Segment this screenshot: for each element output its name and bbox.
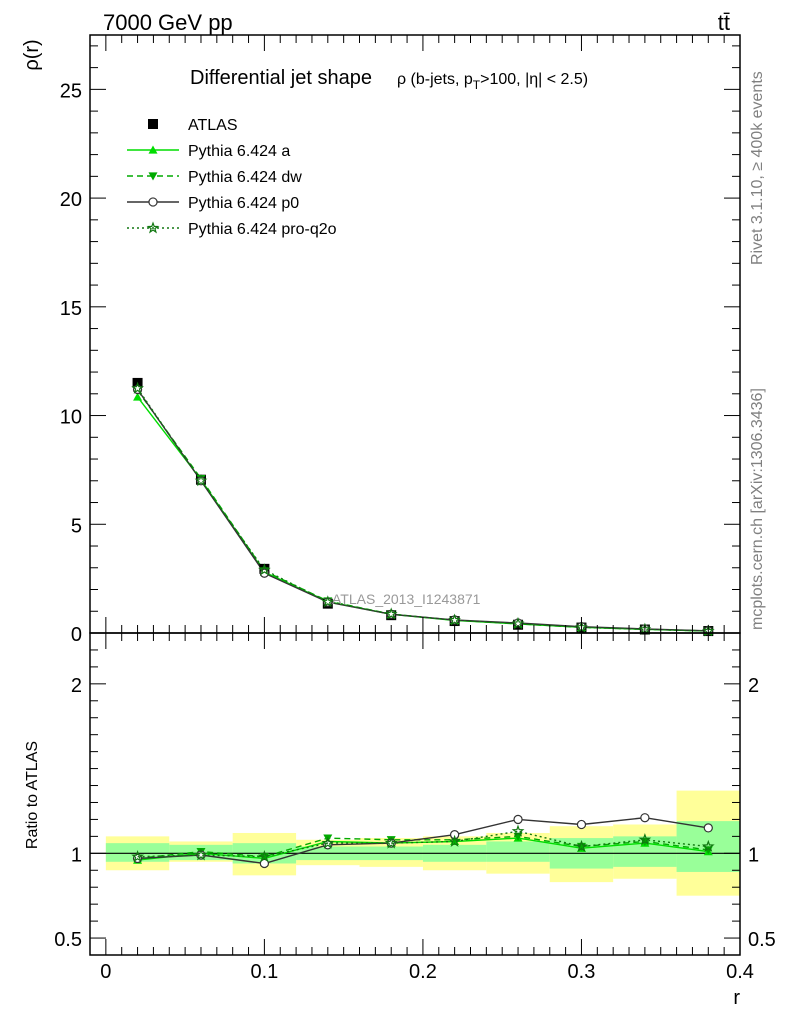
main-point xyxy=(133,392,143,401)
mcplots-label: mcplots.cern.ch [arXiv:1306.3436] xyxy=(749,388,766,630)
ratio-series-line xyxy=(137,835,709,860)
legend-marker xyxy=(146,221,160,234)
ratio-point xyxy=(257,850,271,863)
main-point xyxy=(194,474,208,487)
main-ytick-label: 5 xyxy=(71,515,82,537)
main-ytick-label: 15 xyxy=(60,298,82,320)
ratio-xtick-label: 0 xyxy=(100,961,111,983)
ratio-xtick-label: 0.4 xyxy=(726,961,754,983)
rivet-label: Rivet 3.1.10, ≥ 400k events xyxy=(749,71,766,265)
ratio-series-line xyxy=(137,830,709,858)
ratio-point xyxy=(638,833,652,846)
main-point xyxy=(258,563,271,576)
legend-label: Pythia 6.424 p0 xyxy=(188,195,299,212)
legend-label: Pythia 6.424 pro-q2o xyxy=(188,221,337,238)
main-ytick-label: 10 xyxy=(60,407,82,429)
header-right: tt̄ xyxy=(718,10,730,35)
ratio-ytick-label-right: 1 xyxy=(748,844,759,866)
main-point xyxy=(384,607,398,620)
ratio-point xyxy=(513,814,523,825)
ratio-xlabel: r xyxy=(733,987,740,1009)
ratio-ytick-label-right: 0.5 xyxy=(748,929,776,951)
ratio-point xyxy=(194,848,208,861)
ratio-point xyxy=(576,819,587,830)
ratio-ytick-label: 2 xyxy=(71,675,82,697)
ratio-point xyxy=(321,836,335,849)
ratio-point xyxy=(703,823,713,833)
ratio-xtick-label: 0.2 xyxy=(409,961,437,983)
ratio-point xyxy=(384,836,398,849)
main-title: Differential jet shape xyxy=(190,67,372,89)
ratio-ylabel: Ratio to ATLAS xyxy=(24,741,41,849)
ratio-point xyxy=(448,834,461,847)
header-left: 7000 GeV pp xyxy=(103,10,233,35)
ratio-plot-panel: 0.5 0.5 1 1 2 2 0 0.1 0.2 0.3 0.4 Ratio to ATLAS r xyxy=(24,632,776,1009)
legend-marker xyxy=(148,197,158,207)
legend-marker xyxy=(148,172,158,181)
ratio-point xyxy=(701,839,715,852)
ratio-point xyxy=(575,839,588,852)
ratio-point xyxy=(640,813,650,823)
ratio-frame xyxy=(89,632,741,956)
ratio-point xyxy=(449,830,460,840)
main-ylabel: ρ(r) xyxy=(21,39,43,70)
legend: ATLAS Pythia 6.424 a Pythia 6.424 dw Pythia… xyxy=(127,117,337,238)
ratio-ytick-label: 0.5 xyxy=(54,929,82,951)
main-ytick-label: 25 xyxy=(60,80,82,102)
ratio-ytick-label-right: 2 xyxy=(748,675,759,697)
ratio-point xyxy=(511,824,525,837)
main-series-4 xyxy=(137,388,709,632)
legend-marker xyxy=(148,145,158,154)
legend-label: Pythia 6.424 a xyxy=(188,143,290,160)
main-series-line xyxy=(137,388,709,632)
legend-marker xyxy=(148,119,158,129)
main-markers-4 xyxy=(131,381,715,637)
ratio-ytick-label: 1 xyxy=(71,844,82,866)
ratio-band-stat xyxy=(486,841,550,862)
ratio-series-line xyxy=(137,816,709,865)
ratio-series-3 xyxy=(131,824,715,863)
analysis-watermark: ATLAS_2013_I1243871 xyxy=(332,591,481,607)
ratio-xtick-label: 0.1 xyxy=(250,961,278,983)
main-point xyxy=(448,613,461,626)
main-ytick-label: 20 xyxy=(60,189,82,211)
main-plot-panel: 0 5 10 15 20 25 Differential jet shape ρ (b-j… xyxy=(21,34,741,646)
legend-label: ATLAS xyxy=(188,117,238,134)
main-point xyxy=(321,595,335,608)
ratio-xtick-label: 0.3 xyxy=(568,961,596,983)
main-ytick-label: 0 xyxy=(71,624,82,646)
legend-label: Pythia 6.424 dw xyxy=(188,169,302,186)
main-title-suffix: ρ (b-jets, pT>100, |η| < 2.5) xyxy=(397,71,588,92)
main-point xyxy=(131,381,144,394)
ratio-point xyxy=(131,850,145,863)
